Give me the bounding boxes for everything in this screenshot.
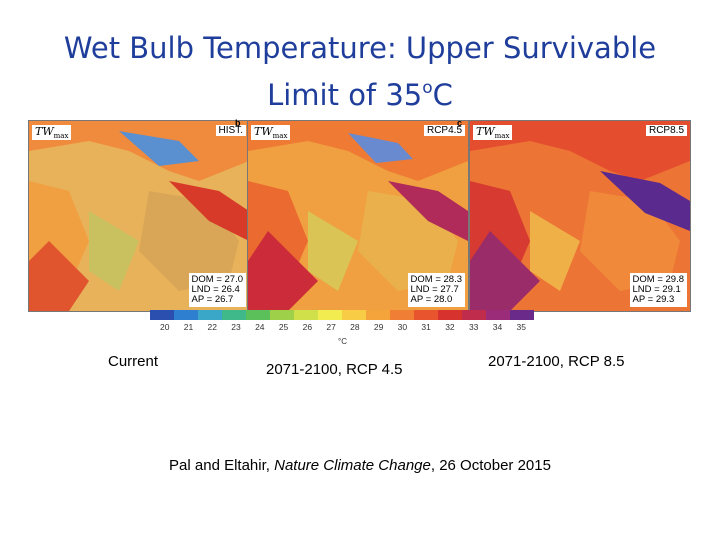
stat-dom: DOM = 29.8 bbox=[632, 274, 684, 285]
colorbar-tick-label: 27 bbox=[326, 322, 336, 332]
stat-ap: AP = 29.3 bbox=[632, 294, 675, 305]
scenario-label: RCP8.5 bbox=[645, 125, 687, 136]
stats-box: DOM = 27.0 LND = 26.4 AP = 26.7 bbox=[188, 273, 246, 307]
scenario-label: RCP4.5 bbox=[423, 125, 465, 136]
colorbar-swatch bbox=[342, 310, 366, 320]
stat-lnd: LND = 26.4 bbox=[191, 284, 240, 295]
tw-max-label: TWmax bbox=[473, 125, 513, 141]
panel-letter-b: b bbox=[235, 118, 241, 128]
colorbar-tick-label: 21 bbox=[183, 322, 194, 332]
colorbar-ticks: 20 21 22 23 24 25 26 27 28 29 30 31 32 33 34 35 bbox=[160, 322, 526, 334]
colorbar-swatch bbox=[510, 310, 534, 320]
colorbar-swatch bbox=[318, 310, 342, 320]
stat-dom: DOM = 28.3 bbox=[410, 274, 462, 285]
map-terrain bbox=[29, 121, 249, 311]
colorbar-swatch bbox=[222, 310, 246, 320]
colorbar-tick-label: 35 bbox=[516, 322, 526, 332]
colorbar-swatch bbox=[246, 310, 270, 320]
caption-rcp85: 2071-2100, RCP 8.5 bbox=[488, 353, 625, 370]
panel-letter-c: c bbox=[457, 118, 463, 128]
tw-max-label: TWmax bbox=[251, 125, 291, 141]
map-terrain bbox=[248, 121, 468, 311]
colorbar-tick-label: 23 bbox=[231, 322, 241, 332]
map-rcp45: TWmax RCP4.5 DOM = 28.3 LND = 27.7 AP = … bbox=[247, 120, 469, 312]
stat-ap: AP = 26.7 bbox=[191, 294, 234, 305]
colorbar-tick-label: 26 bbox=[302, 322, 313, 332]
colorbar-swatch bbox=[294, 310, 318, 320]
colorbar-swatch bbox=[150, 310, 174, 320]
stats-box: DOM = 29.8 LND = 29.1 AP = 29.3 bbox=[629, 273, 687, 307]
colorbar-tick-label: 25 bbox=[278, 322, 289, 332]
colorbar-swatch bbox=[438, 310, 462, 320]
stat-dom: DOM = 27.0 bbox=[191, 274, 243, 285]
colorbar-tick-label: 33 bbox=[468, 322, 479, 332]
colorbar-swatch bbox=[414, 310, 438, 320]
title-line-1: Wet Bulb Temperature: Upper Survivable bbox=[63, 31, 657, 65]
scenario-label: HIST. bbox=[215, 125, 246, 136]
colorbar-tick-label: 22 bbox=[207, 322, 217, 332]
colorbar-tick-label: 20 bbox=[160, 322, 170, 332]
slide-title: Wet Bulb Temperature: Upper Survivable L… bbox=[0, 28, 720, 115]
colorbar-tick-label: 28 bbox=[350, 322, 360, 332]
caption-current: Current bbox=[108, 353, 159, 370]
title-line-2: Limit of 35oC bbox=[267, 78, 453, 112]
colorbar-swatch bbox=[462, 310, 486, 320]
map-rcp85: TWmax RCP8.5 DOM = 29.8 LND = 29.1 AP = … bbox=[469, 120, 691, 312]
colorbar-swatch bbox=[174, 310, 198, 320]
journal-name: Nature Climate Change bbox=[274, 457, 431, 474]
stat-ap: AP = 28.0 bbox=[410, 294, 453, 305]
caption-rcp45: 2071-2100, RCP 4.5 bbox=[266, 361, 403, 378]
colorbar-swatch bbox=[366, 310, 390, 320]
stat-lnd: LND = 27.7 bbox=[410, 284, 459, 295]
stat-lnd: LND = 29.1 bbox=[632, 284, 681, 295]
colorbar-swatch bbox=[270, 310, 294, 320]
stats-box: DOM = 28.3 LND = 27.7 AP = 28.0 bbox=[407, 273, 465, 307]
colorbar-unit: °C bbox=[338, 337, 347, 346]
tw-max-label: TWmax bbox=[32, 125, 72, 141]
colorbar-tick-label: 34 bbox=[492, 322, 503, 332]
colorbar bbox=[150, 310, 534, 320]
colorbar-tick-label: 32 bbox=[445, 322, 455, 332]
citation: Pal and Eltahir, Nature Climate Change, … bbox=[169, 457, 551, 474]
colorbar-swatch bbox=[486, 310, 510, 320]
colorbar-tick-label: 30 bbox=[397, 322, 408, 332]
colorbar-swatch bbox=[390, 310, 414, 320]
colorbar-tick-label: 31 bbox=[421, 322, 431, 332]
map-current: TWmax HIST. DOM = 27.0 LND = 26.4 AP = 2… bbox=[28, 120, 250, 312]
colorbar-swatch bbox=[198, 310, 222, 320]
colorbar-tick-label: 24 bbox=[255, 322, 265, 332]
colorbar-tick-label: 29 bbox=[373, 322, 384, 332]
